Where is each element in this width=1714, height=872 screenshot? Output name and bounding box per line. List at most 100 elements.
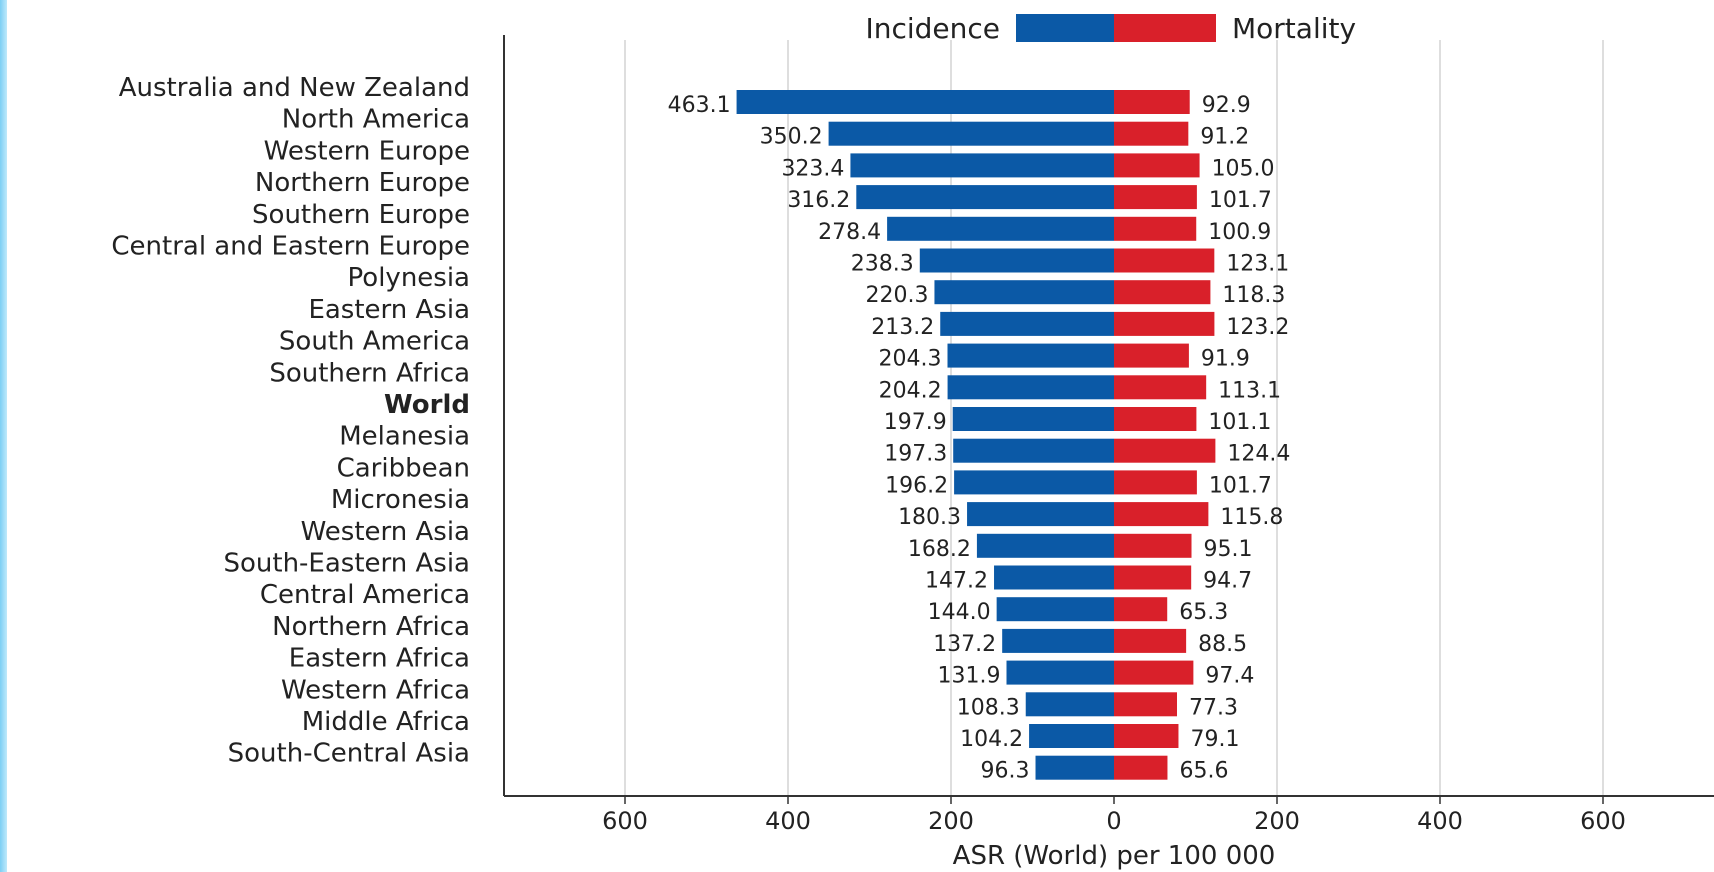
mortality-value-label: 91.2 xyxy=(1200,125,1249,150)
incidence-bar-northern-europe xyxy=(856,185,1114,210)
mortality-value-label: 124.4 xyxy=(1227,442,1290,467)
incidence-value-label: 96.3 xyxy=(981,759,1030,784)
mortality-value-label: 92.9 xyxy=(1202,93,1251,118)
mortality-value-label: 79.1 xyxy=(1190,727,1239,752)
incidence-bar-southern-europe xyxy=(887,216,1114,241)
incidence-bar-western-asia xyxy=(976,533,1114,558)
mortality-bar-eastern-africa xyxy=(1114,660,1194,685)
incidence-bar-south-central-asia xyxy=(1035,755,1114,780)
category-label-western-asia: Western Asia xyxy=(301,517,470,547)
incidence-bar-middle-africa xyxy=(1029,724,1114,748)
incidence-bar-caribbean xyxy=(954,470,1114,495)
mortality-bar-northern-africa xyxy=(1114,628,1187,653)
incidence-value-label: 168.2 xyxy=(908,537,971,562)
category-label-central-america: Central America xyxy=(260,580,470,610)
category-label-south-central-asia: South-Central Asia xyxy=(228,739,470,769)
incidence-value-label: 204.2 xyxy=(879,378,942,403)
x-tick-label: 400 xyxy=(1417,807,1463,835)
x-tick-label: 400 xyxy=(765,807,811,835)
category-label-western-europe: Western Europe xyxy=(264,136,470,166)
mortality-value-label: 115.8 xyxy=(1220,505,1283,530)
category-label-eastern-asia: Eastern Asia xyxy=(308,295,470,325)
incidence-bar-western-africa xyxy=(1025,692,1114,717)
incidence-value-label: 147.2 xyxy=(925,569,988,594)
mortality-bar-northern-europe xyxy=(1114,185,1197,210)
incidence-value-label: 323.4 xyxy=(781,156,844,181)
category-label-western-africa: Western Africa xyxy=(281,675,470,705)
mortality-value-label: 94.7 xyxy=(1203,569,1252,594)
incidence-value-label: 213.2 xyxy=(871,315,934,340)
incidence-value-label: 316.2 xyxy=(787,188,850,213)
category-label-southern-europe: Southern Europe xyxy=(252,200,470,230)
mortality-bar-world xyxy=(1114,407,1197,431)
mortality-value-label: 65.6 xyxy=(1179,759,1228,784)
mortality-value-label: 100.9 xyxy=(1208,220,1271,245)
incidence-bar-world xyxy=(952,407,1114,431)
x-tick-label: 600 xyxy=(602,807,648,835)
mortality-value-label: 105.0 xyxy=(1212,156,1275,181)
incidence-value-label: 180.3 xyxy=(898,505,961,530)
incidence-value-label: 144.0 xyxy=(928,600,991,625)
bars xyxy=(736,90,1216,780)
x-tick-label: 600 xyxy=(1580,807,1626,835)
incidence-value-label: 278.4 xyxy=(818,220,881,245)
category-label-polynesia: Polynesia xyxy=(348,263,470,293)
incidence-bar-polynesia xyxy=(934,280,1114,305)
mortality-bar-southern-africa xyxy=(1114,375,1207,400)
mortality-value-label: 113.1 xyxy=(1218,378,1281,403)
incidence-bar-central-america xyxy=(996,597,1114,622)
mortality-bar-western-africa xyxy=(1114,692,1177,717)
x-tick-labels: 600 400 200 0 200 400 600 xyxy=(602,796,1626,835)
incidence-bar-eastern-africa xyxy=(1006,660,1114,685)
x-tick-label: 0 xyxy=(1106,807,1121,835)
incidence-value-label: 463.1 xyxy=(668,93,731,118)
mortality-bar-southern-europe xyxy=(1114,216,1197,241)
incidence-bar-northern-africa xyxy=(1002,628,1114,653)
incidence-bar-south-america xyxy=(947,343,1114,368)
incidence-value-label: 238.3 xyxy=(851,252,914,277)
incidence-value-label: 137.2 xyxy=(933,632,996,657)
incidence-bar-micronesia xyxy=(967,502,1114,527)
mortality-value-label: 101.1 xyxy=(1208,410,1271,435)
mortality-value-label: 123.1 xyxy=(1226,252,1289,277)
incidence-value-label: 104.2 xyxy=(960,727,1023,752)
mortality-value-label: 91.9 xyxy=(1201,347,1250,372)
incidence-value-label: 350.2 xyxy=(760,125,823,150)
mortality-bar-eastern-asia xyxy=(1114,311,1215,336)
category-label-micronesia: Micronesia xyxy=(331,485,470,515)
category-label-south-eastern-asia: South-Eastern Asia xyxy=(223,549,470,579)
mortality-bar-australia-and-new-zealand xyxy=(1114,90,1190,114)
mortality-value-label: 65.3 xyxy=(1179,600,1228,625)
category-label-middle-africa: Middle Africa xyxy=(302,707,470,737)
x-tick-label: 200 xyxy=(1254,807,1300,835)
incidence-bar-southern-africa xyxy=(947,375,1114,400)
mortality-bar-central-and-eastern-europe xyxy=(1114,248,1215,273)
x-axis-title: ASR (World) per 100 000 xyxy=(953,841,1276,871)
category-label-southern-africa: Southern Africa xyxy=(269,358,470,388)
incidence-value-label: 220.3 xyxy=(865,283,928,308)
incidence-value-label: 196.2 xyxy=(885,473,948,498)
category-label-australia-and-new-zealand: Australia and New Zealand xyxy=(119,73,470,103)
value-labels: 463.1 92.9 350.2 91.2 323.4 105.0 316.2 101.7 27… xyxy=(668,93,1291,784)
mortality-value-label: 95.1 xyxy=(1204,537,1253,562)
incidence-bar-south-eastern-asia xyxy=(994,565,1114,590)
incidence-bar-western-europe xyxy=(850,153,1114,178)
incidence-value-label: 131.9 xyxy=(938,664,1001,689)
mortality-value-label: 118.3 xyxy=(1222,283,1285,308)
incidence-bar-australia-and-new-zealand xyxy=(736,90,1114,114)
mortality-bar-central-america xyxy=(1114,597,1168,622)
incidence-value-label: 197.9 xyxy=(884,410,947,435)
axes xyxy=(503,35,1714,797)
mortality-value-label: 97.4 xyxy=(1205,664,1254,689)
legend: Incidence Mortality xyxy=(865,12,1356,45)
incidence-value-label: 197.3 xyxy=(884,442,947,467)
mortality-value-label: 77.3 xyxy=(1189,695,1238,720)
mortality-bar-south-central-asia xyxy=(1114,755,1168,780)
legend-swatch-mortality xyxy=(1114,14,1216,42)
legend-swatch-incidence xyxy=(1016,14,1114,42)
category-label-northern-africa: Northern Africa xyxy=(272,612,470,642)
incidence-bar-central-and-eastern-europe xyxy=(919,248,1114,273)
